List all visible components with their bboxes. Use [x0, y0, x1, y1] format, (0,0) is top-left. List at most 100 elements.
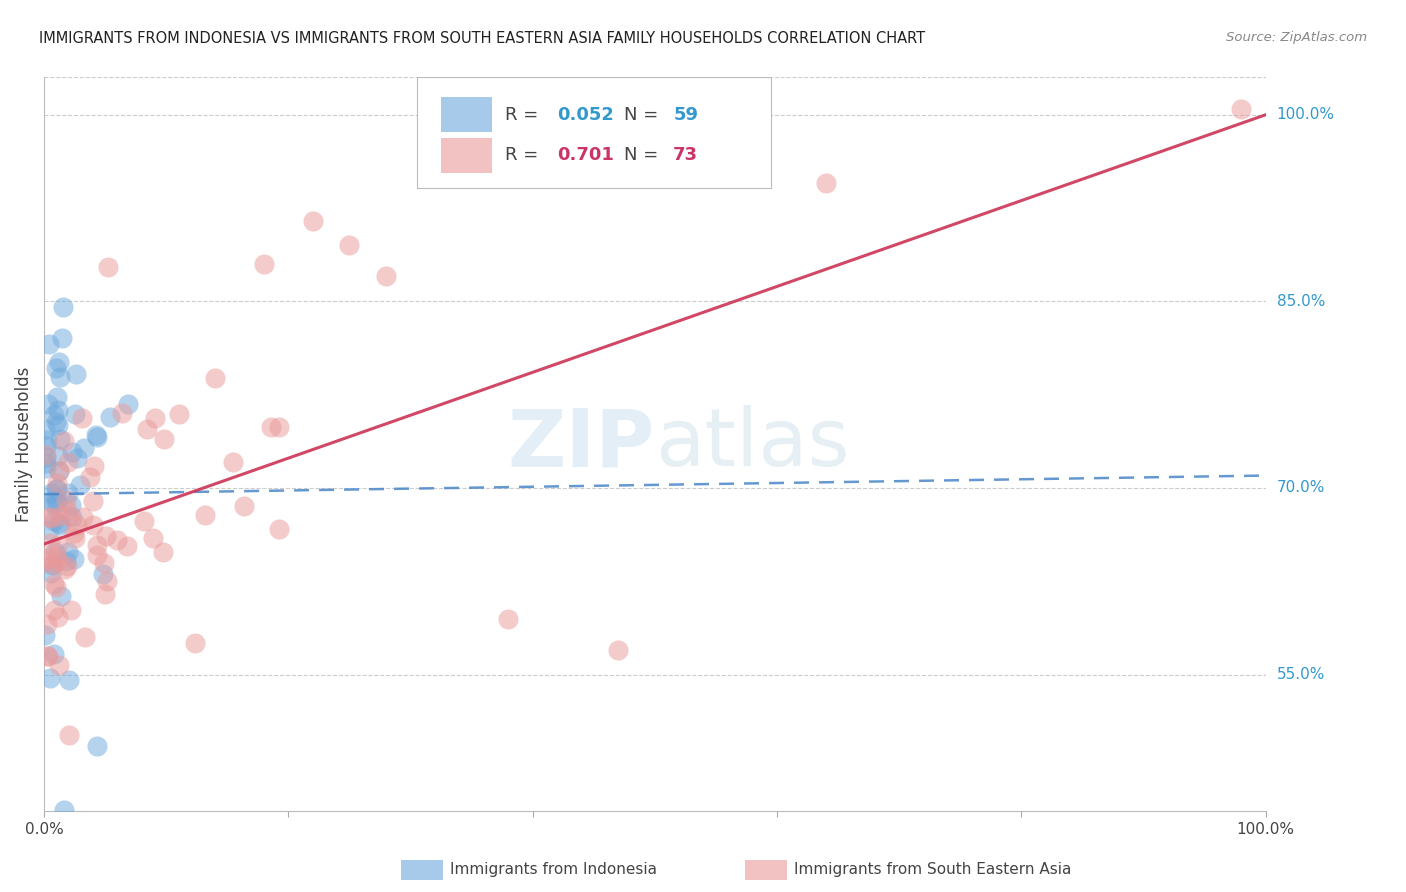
Point	[46, 554, 69, 568]
Point	[37, 616, 59, 631]
Point	[94, 529, 117, 543]
Text: 70.0%: 70.0%	[1277, 481, 1324, 495]
Point	[153, 432, 176, 446]
Y-axis label: Family Households: Family Households	[15, 367, 32, 522]
Point	[42, 408, 65, 422]
Point	[38, 337, 60, 351]
Point	[73, 630, 96, 644]
Point	[42, 558, 65, 572]
Text: 59: 59	[673, 106, 699, 124]
Point	[97, 260, 120, 275]
Point	[60, 510, 83, 524]
Point	[45, 360, 67, 375]
Point	[46, 496, 69, 510]
Point	[60, 498, 83, 512]
Point	[45, 476, 67, 491]
Point	[37, 433, 59, 447]
Point	[134, 514, 156, 528]
Point	[58, 486, 80, 500]
FancyBboxPatch shape	[441, 97, 492, 133]
Point	[56, 558, 79, 573]
Point	[44, 545, 66, 559]
Point	[221, 454, 243, 468]
Text: 0.052: 0.052	[557, 106, 614, 124]
Point	[34, 448, 56, 462]
Point	[46, 610, 69, 624]
Point	[73, 441, 96, 455]
Point	[45, 491, 67, 506]
Point	[63, 531, 86, 545]
Point	[66, 517, 89, 532]
Point	[66, 450, 89, 465]
Text: ZIP: ZIP	[508, 406, 655, 483]
Point	[63, 407, 86, 421]
Point	[34, 457, 56, 471]
Point	[48, 417, 70, 432]
Text: N =: N =	[624, 146, 665, 164]
Point	[39, 511, 62, 525]
Point	[51, 331, 73, 345]
Point	[48, 355, 70, 369]
Point	[46, 449, 69, 463]
Point	[267, 420, 290, 434]
Point	[48, 516, 70, 531]
Point	[142, 531, 165, 545]
Point	[105, 533, 128, 548]
Point	[45, 482, 67, 496]
Text: 85.0%: 85.0%	[1277, 293, 1324, 309]
Point	[269, 522, 291, 536]
Point	[82, 518, 104, 533]
Point	[375, 269, 398, 284]
Point	[70, 410, 93, 425]
Point	[39, 485, 62, 500]
Point	[259, 419, 281, 434]
Point	[86, 548, 108, 562]
Point	[49, 517, 72, 532]
Point	[44, 603, 66, 617]
Point	[93, 556, 115, 570]
Text: 55.0%: 55.0%	[1277, 667, 1324, 682]
Point	[86, 430, 108, 444]
Text: Source: ZipAtlas.com: Source: ZipAtlas.com	[1226, 31, 1367, 45]
Point	[69, 477, 91, 491]
Text: 0.701: 0.701	[557, 146, 614, 164]
Point	[52, 300, 75, 314]
Point	[86, 739, 108, 753]
Point	[59, 602, 82, 616]
Point	[58, 508, 80, 523]
Point	[98, 409, 121, 424]
Point	[110, 406, 132, 420]
Point	[48, 658, 70, 673]
Point	[46, 403, 69, 417]
Point	[38, 671, 60, 685]
Point	[60, 444, 83, 458]
Point	[45, 415, 67, 429]
Point	[143, 410, 166, 425]
Point	[184, 636, 207, 650]
Point	[83, 459, 105, 474]
Point	[41, 558, 63, 573]
Point	[1230, 102, 1253, 116]
Point	[814, 176, 837, 190]
Point	[232, 499, 254, 513]
FancyBboxPatch shape	[416, 78, 770, 187]
Point	[63, 551, 86, 566]
Text: N =: N =	[624, 106, 665, 124]
Point	[72, 510, 94, 524]
Point	[498, 612, 520, 626]
Text: Immigrants from South Eastern Asia: Immigrants from South Eastern Asia	[794, 863, 1071, 877]
Point	[82, 493, 104, 508]
Point	[56, 503, 79, 517]
Text: R =: R =	[505, 146, 544, 164]
Point	[53, 804, 76, 818]
Point	[49, 508, 72, 523]
Point	[53, 434, 76, 448]
Point	[37, 648, 59, 663]
Point	[49, 590, 72, 604]
Text: R =: R =	[505, 106, 544, 124]
Point	[302, 213, 325, 227]
Text: IMMIGRANTS FROM INDONESIA VS IMMIGRANTS FROM SOUTH EASTERN ASIA FAMILY HOUSEHOLD: IMMIGRANTS FROM INDONESIA VS IMMIGRANTS …	[39, 31, 925, 46]
Point	[35, 450, 58, 464]
Point	[136, 422, 159, 436]
Point	[56, 545, 79, 559]
